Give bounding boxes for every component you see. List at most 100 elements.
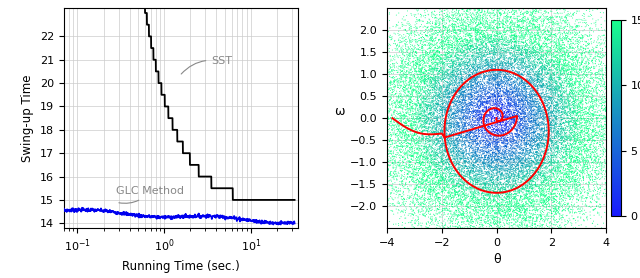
Point [483, 33, 493, 38]
Point [444, 206, 454, 211]
Point [381, 124, 392, 129]
Point [528, 64, 538, 68]
Point [557, 208, 568, 213]
Point [474, 43, 484, 48]
Point [388, 209, 398, 214]
Point [460, 123, 470, 127]
Point [596, 167, 607, 171]
Point [516, 143, 527, 147]
Point [545, 105, 555, 109]
Point [443, 96, 453, 101]
Point [493, 175, 503, 179]
Point [528, 150, 538, 155]
Point [591, 165, 602, 170]
Point [526, 164, 536, 168]
Point [451, 108, 461, 113]
Point [527, 147, 538, 151]
Point [525, 158, 536, 163]
Point [457, 146, 467, 150]
Point [580, 118, 590, 123]
Point [549, 196, 559, 201]
Point [406, 139, 417, 143]
Point [403, 123, 413, 127]
Point [583, 138, 593, 143]
Point [516, 139, 526, 143]
Point [516, 58, 527, 62]
Point [577, 60, 588, 65]
Point [494, 140, 504, 145]
Point [406, 40, 417, 44]
Point [453, 10, 463, 15]
Point [465, 163, 476, 167]
Point [419, 228, 429, 232]
Point [561, 196, 572, 201]
Point [590, 166, 600, 171]
Point [492, 142, 502, 147]
Point [442, 0, 452, 1]
Point [481, 123, 492, 127]
Point [414, 64, 424, 69]
Point [492, 53, 502, 57]
Point [404, 36, 414, 40]
Point [442, 43, 452, 47]
Point [484, 148, 495, 152]
Point [465, 115, 476, 119]
Point [414, 107, 424, 111]
Point [392, 98, 402, 102]
Point [604, 173, 614, 178]
Point [568, 99, 578, 104]
Point [449, 24, 459, 29]
Point [606, 62, 616, 66]
Point [474, 188, 484, 192]
Point [392, 178, 402, 182]
Point [521, 43, 531, 48]
Point [499, 48, 509, 53]
Point [525, 20, 535, 25]
Point [430, 219, 440, 223]
Point [468, 198, 479, 203]
Point [476, 215, 486, 220]
Point [572, 58, 582, 62]
Point [444, 118, 454, 123]
Point [484, 137, 494, 141]
Point [476, 41, 486, 46]
Point [523, 90, 533, 95]
Point [472, 84, 483, 89]
Point [436, 85, 446, 90]
Point [456, 69, 466, 73]
Point [404, 239, 414, 243]
Point [530, 39, 540, 43]
Point [436, 135, 446, 140]
Point [451, 114, 461, 118]
Point [415, 48, 425, 52]
Point [533, 109, 543, 113]
Point [568, 95, 578, 99]
Point [452, 72, 463, 77]
Point [422, 115, 432, 119]
Point [473, 103, 483, 107]
Point [488, 25, 499, 29]
Point [544, 20, 554, 24]
Point [572, 90, 582, 95]
Point [563, 192, 573, 197]
Point [522, 177, 532, 182]
Point [548, 48, 558, 52]
Point [454, 28, 464, 32]
Point [546, 162, 556, 167]
Point [483, 32, 493, 36]
Point [585, 56, 595, 61]
Point [575, 129, 586, 133]
Point [531, 102, 541, 107]
Point [471, 161, 481, 165]
Point [461, 235, 471, 239]
Point [561, 18, 571, 23]
Point [528, 51, 538, 56]
Point [506, 2, 516, 6]
Point [513, 58, 523, 63]
Point [417, 200, 427, 204]
Point [568, 55, 578, 59]
Point [541, 67, 551, 71]
Point [488, 175, 498, 179]
Point [435, 207, 445, 212]
Point [528, 77, 538, 81]
